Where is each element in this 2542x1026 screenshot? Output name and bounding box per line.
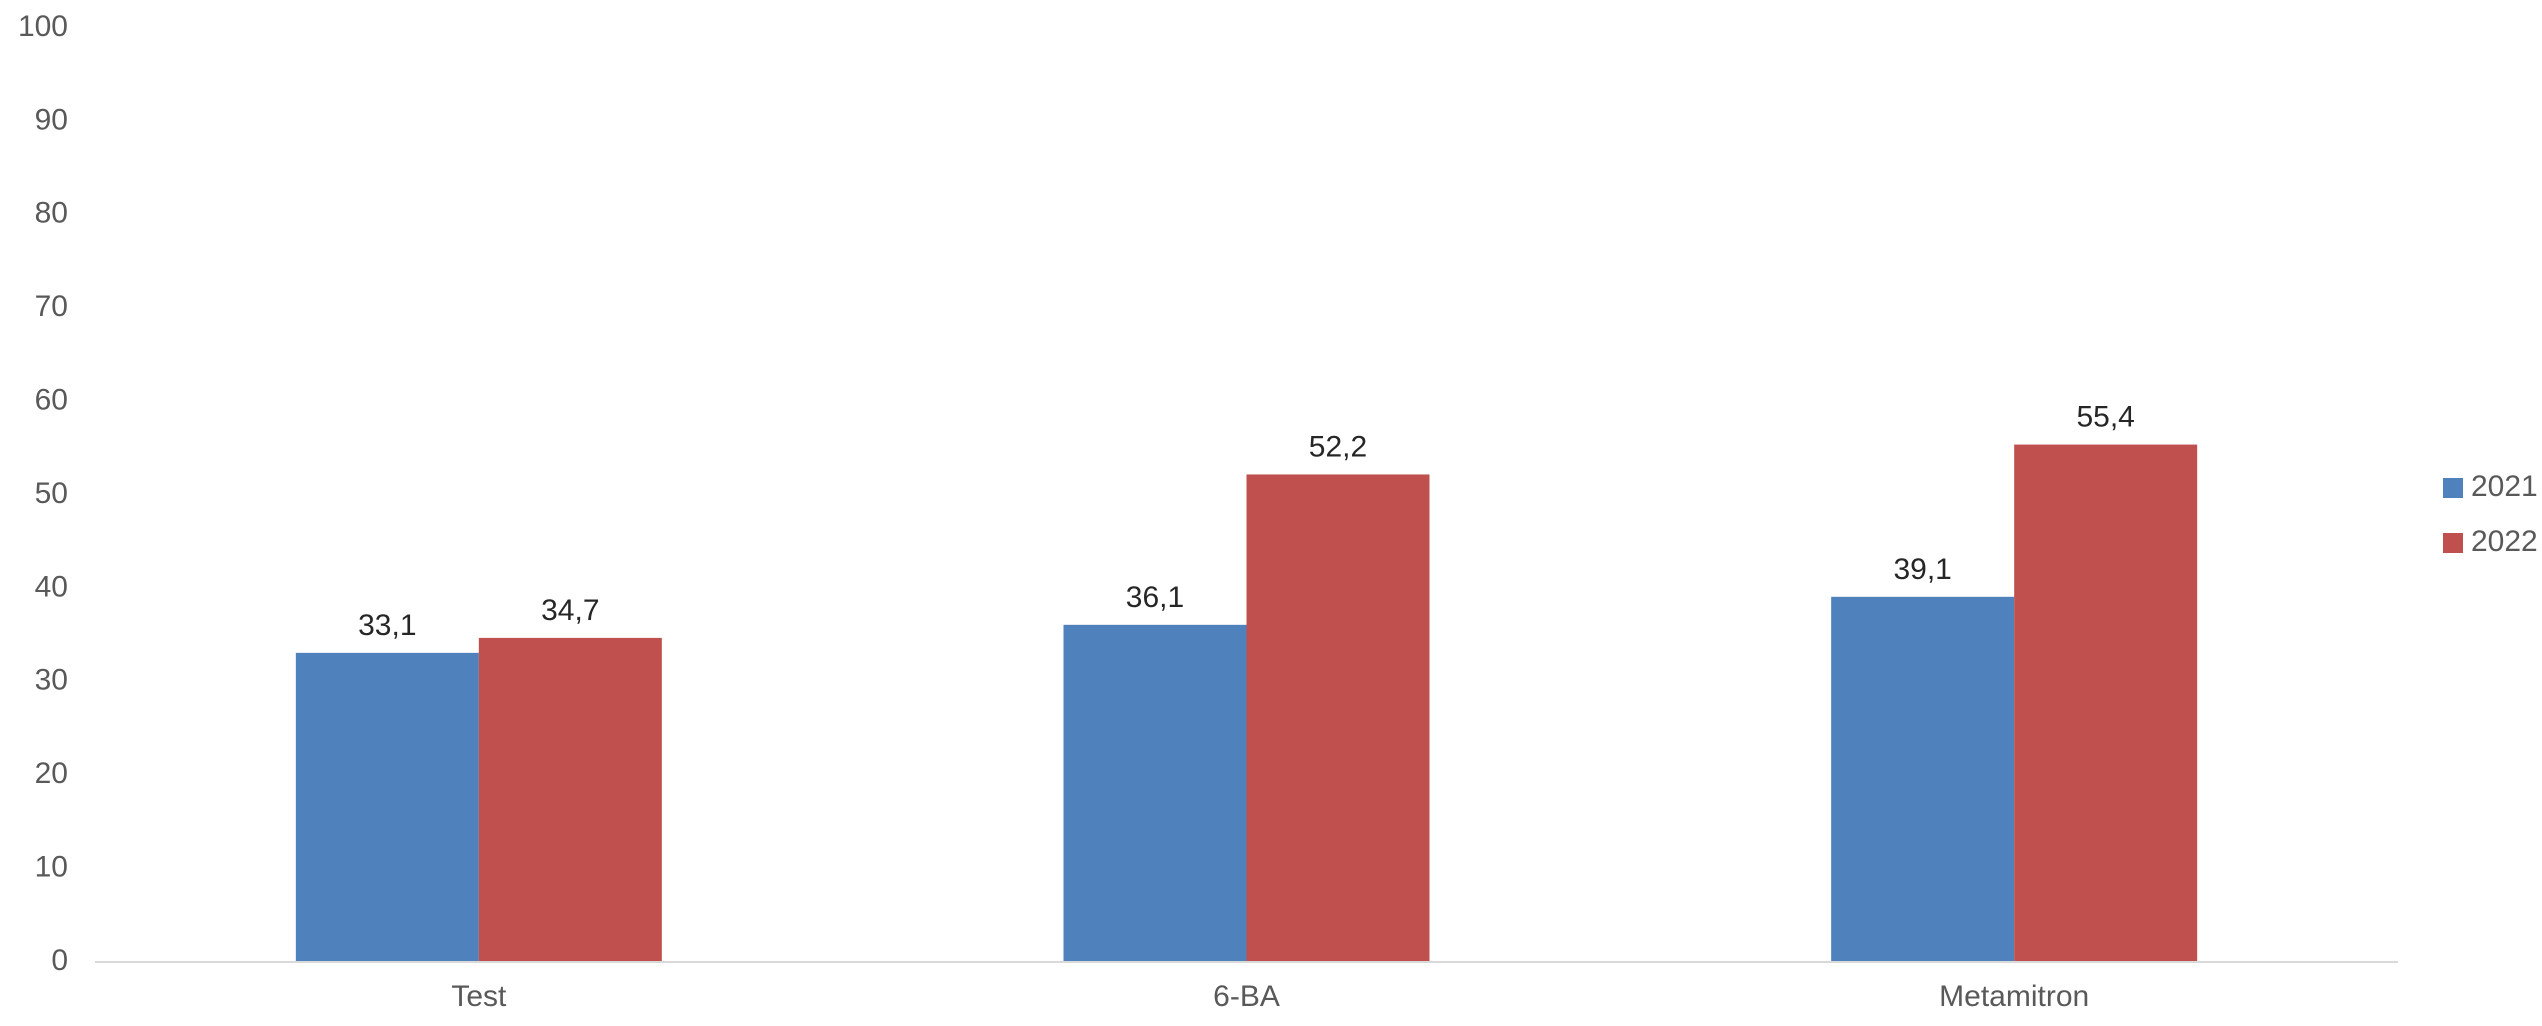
y-tick-label: 10 — [35, 851, 68, 884]
data-label: 34,7 — [541, 594, 599, 627]
y-tick-label: 30 — [35, 664, 68, 697]
x-category-label: Test — [451, 980, 507, 1013]
data-label: 55,4 — [2076, 401, 2134, 434]
y-tick-label: 40 — [35, 570, 68, 603]
bar-2021-6-ba — [1063, 624, 1247, 962]
bar-2022-metamitron — [2014, 444, 2198, 963]
x-category-label: Metamitron — [1939, 980, 2089, 1013]
data-label: 52,2 — [1309, 430, 1367, 463]
legend: 2021 2022 — [2443, 470, 2538, 558]
legend-swatch-2022 — [2443, 533, 2463, 553]
y-tick-label: 20 — [35, 757, 68, 790]
legend-swatch-2021 — [2443, 478, 2463, 498]
bar-2022-test — [478, 637, 662, 962]
legend-label-2021: 2021 — [2471, 470, 2538, 503]
category-labels: Test 6-BA Metamitron — [451, 980, 2089, 1013]
y-tick-label: 100 — [18, 10, 68, 43]
y-tick-label: 80 — [35, 197, 68, 230]
y-tick-label: 70 — [35, 290, 68, 323]
y-axis-ticks: 0 10 20 30 40 50 60 70 80 90 100 — [18, 10, 68, 977]
bars — [295, 444, 2198, 963]
bar-2021-test — [295, 652, 479, 962]
bar-2021-metamitron — [1831, 596, 2015, 962]
y-tick-label: 90 — [35, 103, 68, 136]
x-category-label: 6-BA — [1213, 980, 1280, 1013]
legend-label-2022: 2022 — [2471, 525, 2538, 558]
y-tick-label: 50 — [35, 477, 68, 510]
data-labels: 33,1 34,7 36,1 52,2 39,1 55,4 — [358, 401, 2135, 642]
data-label: 33,1 — [358, 609, 416, 642]
data-label: 39,1 — [1893, 553, 1951, 586]
y-tick-label: 60 — [35, 384, 68, 417]
y-tick-label: 0 — [51, 944, 68, 977]
bar-2022-6-ba — [1246, 474, 1430, 962]
data-label: 36,1 — [1126, 581, 1184, 614]
